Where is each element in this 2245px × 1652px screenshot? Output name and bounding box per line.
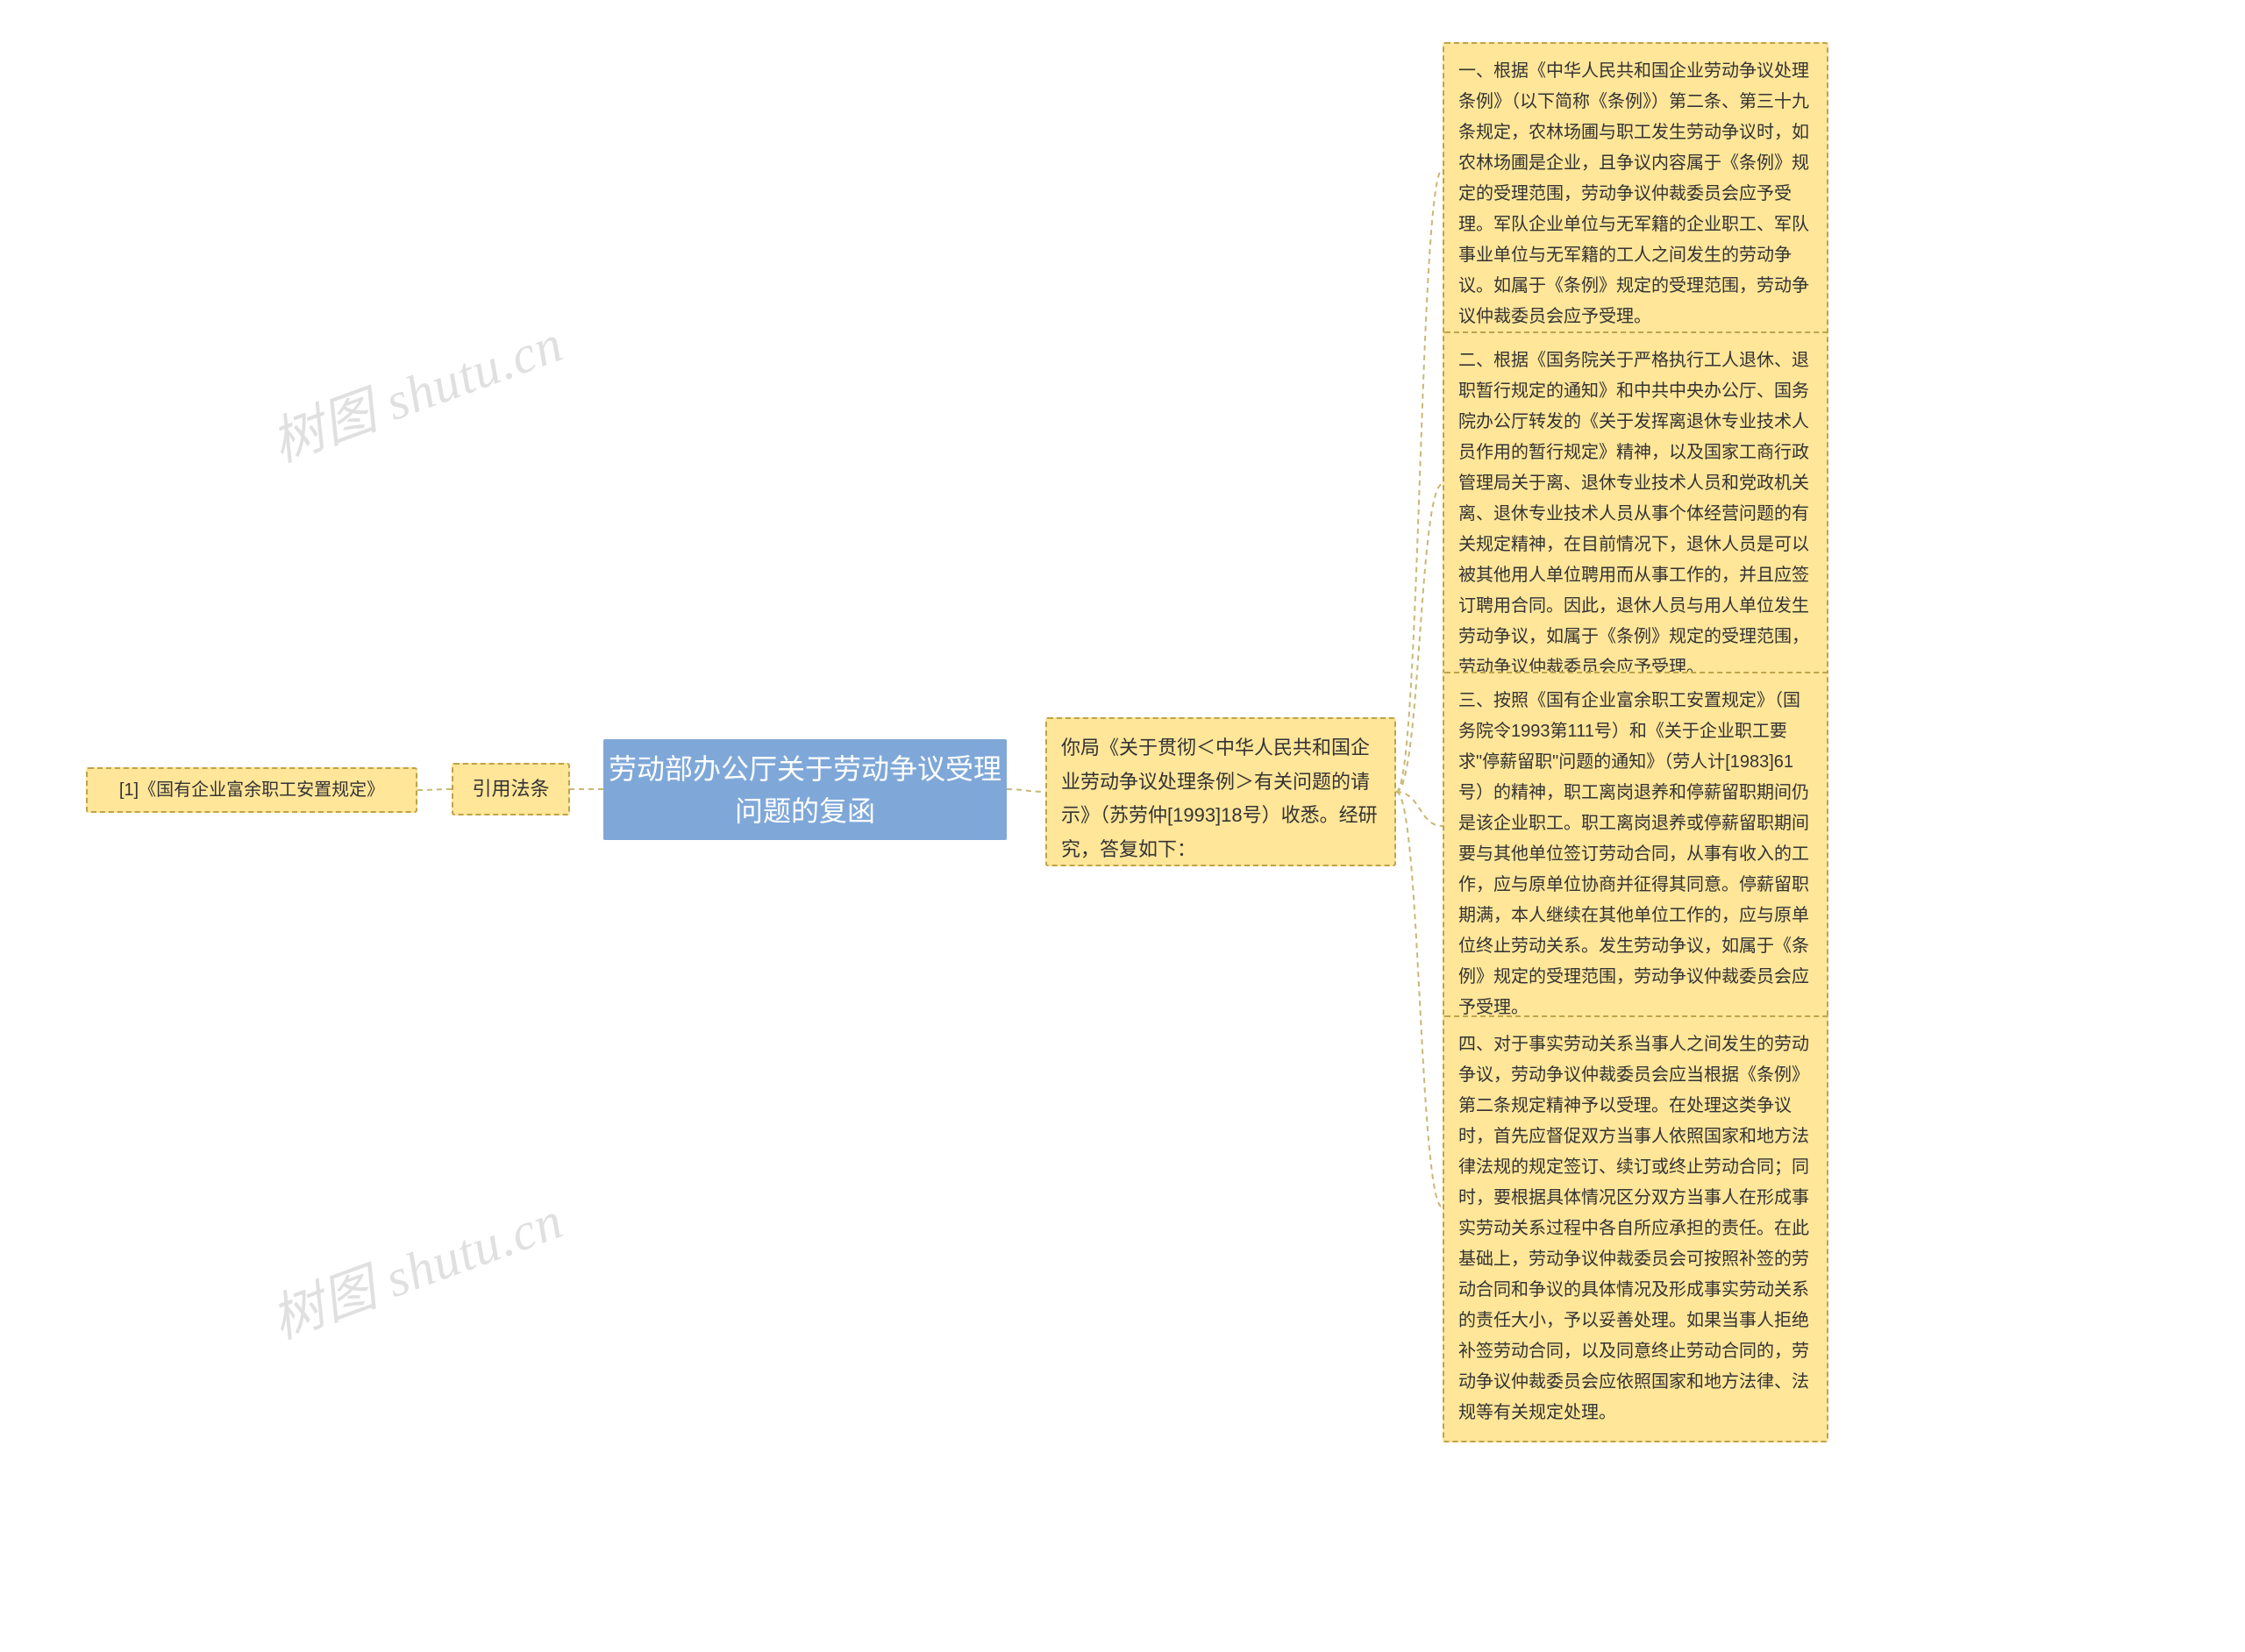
node-citation-heading: 引用法条 [452, 763, 570, 815]
node-detail-1: 一、根据《中华人民共和国企业劳动争议处理条例》（以下简称《条例》）第二条、第三十… [1443, 42, 1828, 346]
node-detail-2: 二、根据《国务院关于严格执行工人退休、退职暂行规定的通知》和中共中央办公厅、国务… [1443, 331, 1828, 697]
watermark: 树图 shutu.cn [260, 301, 572, 477]
node-detail-4: 四、对于事实劳动关系当事人之间发生的劳动争议，劳动争议仲裁委员会应当根据《条例》… [1443, 1015, 1828, 1442]
node-detail-3: 三、按照《国有企业富余职工安置规定》（国务院令1993第111号）和《关于企业职… [1443, 672, 1828, 1037]
node-citation-item: [1]《国有企业富余职工安置规定》 [86, 767, 417, 813]
watermark: 树图 shutu.cn [260, 1178, 572, 1354]
node-reply-intro: 你局《关于贯彻＜中华人民共和国企业劳动争议处理条例＞有关问题的请示》（苏劳仲[1… [1045, 717, 1396, 866]
root-node: 劳动部办公厅关于劳动争议受理问题的复函 [603, 739, 1007, 840]
